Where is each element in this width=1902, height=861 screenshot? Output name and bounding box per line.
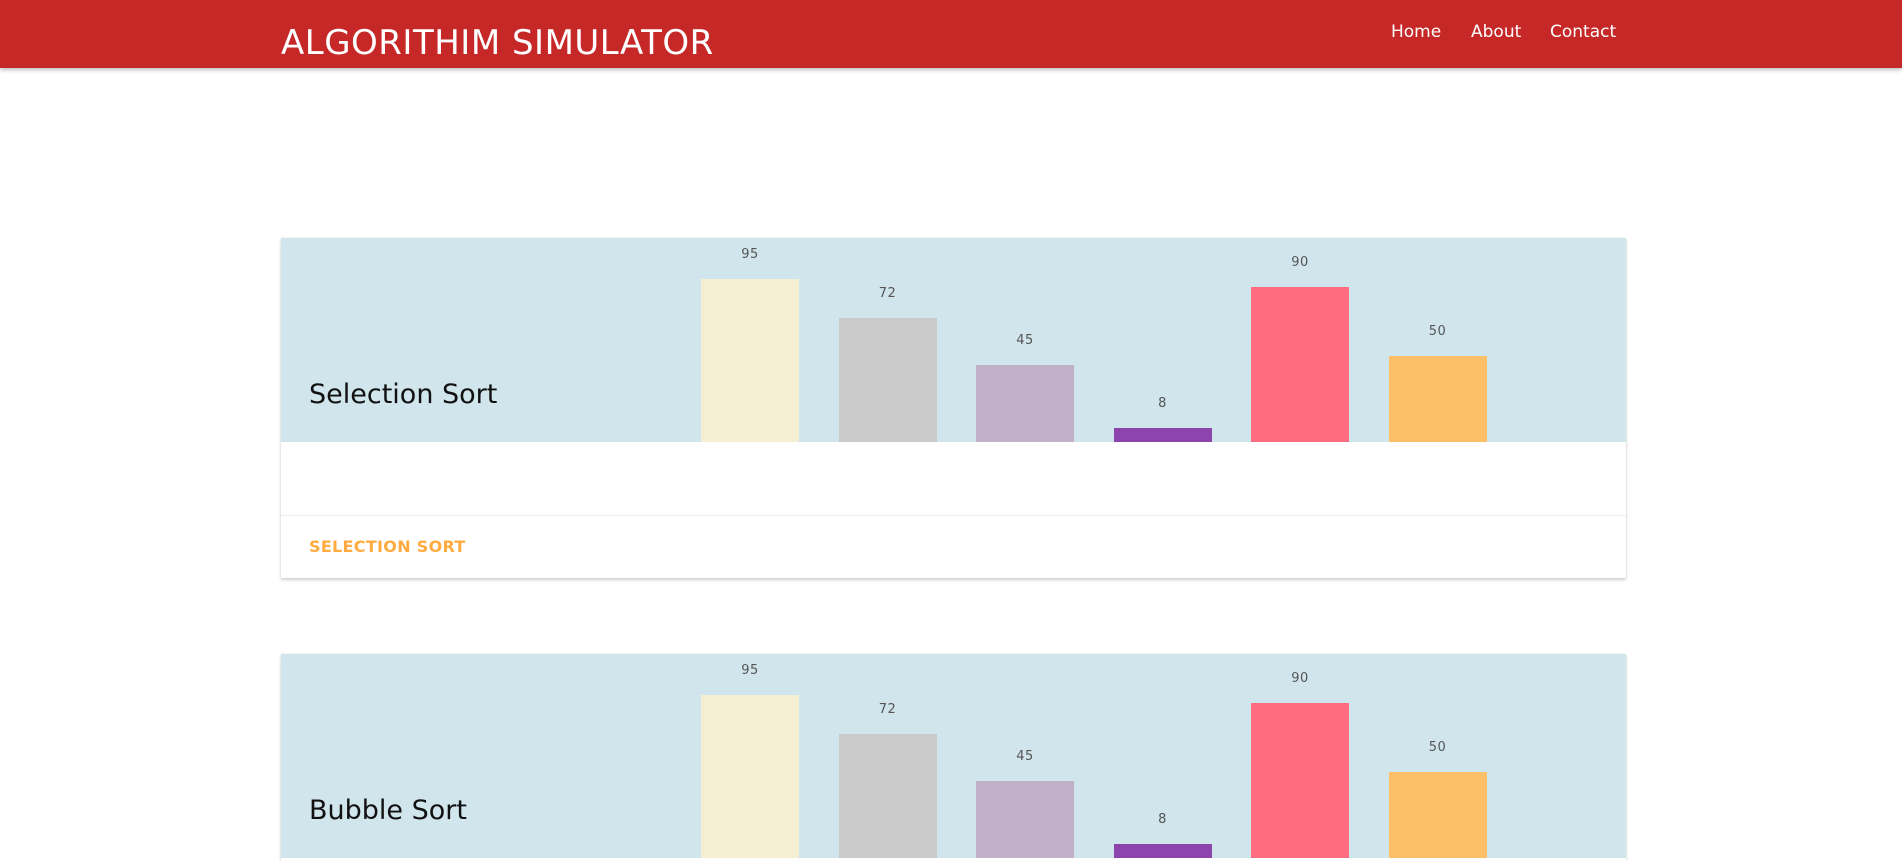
- bar-value-label: 45: [1016, 748, 1034, 764]
- bar-1: [701, 278, 799, 442]
- card-action: SELECTION SORT: [281, 515, 1626, 578]
- bar-value-label: 95: [741, 246, 759, 262]
- bar-value-label: 8: [1158, 396, 1167, 412]
- bar-value-label: 72: [878, 286, 897, 302]
- bar-value-label: 95: [741, 662, 759, 678]
- nav-link-home[interactable]: Home: [1391, 22, 1442, 42]
- bar-value-label: 90: [1291, 255, 1309, 271]
- bar-value-label: 50: [1428, 324, 1447, 339]
- bar-value-label: 50: [1428, 740, 1447, 755]
- card-title: Selection Sort: [309, 379, 498, 410]
- bar-5: [1251, 287, 1349, 442]
- bar-value-label: 72: [878, 702, 897, 718]
- bar-2: [838, 318, 937, 442]
- bar-1: [701, 694, 799, 858]
- selection-sort-link[interactable]: SELECTION SORT: [309, 537, 466, 556]
- bar-value-label: 90: [1291, 671, 1309, 687]
- bar-value-label: 8: [1158, 812, 1167, 828]
- bar-5: [1251, 703, 1349, 858]
- selection-sort-chart: 95 72 45 8 90 50: [281, 238, 1626, 442]
- bar-2: [838, 734, 937, 858]
- navbar: ALGORITHIM SIMULATOR Home About Contact: [0, 0, 1902, 68]
- selection-sort-card: 95 72 45 8 90 50 Selection Sort SELECTION SOR…: [281, 238, 1626, 578]
- nav-link-about[interactable]: About: [1471, 22, 1522, 42]
- bar-4: [1113, 844, 1212, 858]
- bar-6: [1388, 772, 1487, 858]
- bubble-sort-card: 95 72 45 8 90 50 Bubble Sort: [281, 654, 1626, 861]
- nav-link-contact[interactable]: Contact: [1550, 22, 1617, 42]
- card-title: Bubble Sort: [309, 795, 467, 826]
- bar-4: [1113, 428, 1212, 442]
- brand-logo[interactable]: ALGORITHIM SIMULATOR: [281, 23, 714, 63]
- bubble-sort-chart: 95 72 45 8 90 50: [281, 654, 1626, 858]
- bar-3: [976, 364, 1074, 442]
- bar-3: [976, 780, 1074, 858]
- bar-value-label: 45: [1016, 332, 1034, 348]
- bar-6: [1388, 356, 1487, 442]
